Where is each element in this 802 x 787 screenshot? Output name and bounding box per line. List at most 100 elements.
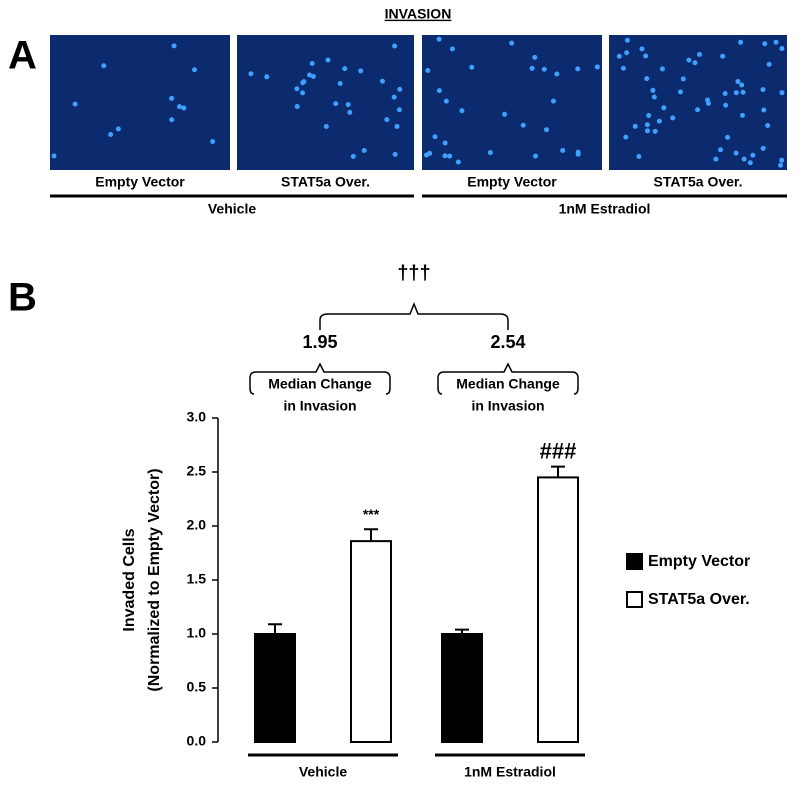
cell-dot [171,43,177,49]
image-label: STAT5a Over. [281,174,370,190]
panel-label: B [8,276,37,320]
cell-dot [442,153,448,159]
cell-dot [739,82,745,88]
cell-dot [384,117,390,123]
cell-dot [427,150,433,156]
micrograph [237,35,414,170]
cell-dot [181,105,187,111]
cell-dot [718,147,724,153]
legend-label: STAT5a Over. [648,591,750,608]
cell-dot [741,156,747,162]
cell-dot [779,157,785,163]
cell-dot [459,108,465,114]
cell-dot [487,150,493,156]
cell-dot [300,80,306,86]
cell-dot [520,122,526,128]
cell-dot [337,81,343,87]
cell-dot [210,139,216,145]
note-text: in Invasion [283,398,356,414]
cell-dot [397,86,403,92]
cell-dot [623,134,629,140]
cell-dot [575,151,581,157]
cell-dot [761,107,767,113]
median-value: 2.54 [490,332,525,352]
cell-dot [108,132,114,138]
cell-dot [661,105,667,111]
cell-dot [455,159,461,165]
cell-dot [747,160,753,166]
y-tick-label: 3.0 [187,409,207,425]
cell-dot [670,115,676,121]
micrograph [50,35,230,170]
cell-dot [176,104,182,110]
cell-dot [544,127,550,133]
note-text: in Invasion [471,398,544,414]
cell-dot [449,46,455,52]
cell-dot [541,66,547,72]
cell-dot [720,53,726,59]
image-label: Empty Vector [467,174,557,190]
cell-dot [550,98,556,104]
cell-dot [733,150,739,156]
cell-dot [646,113,652,119]
y-axis-label: Invaded Cells [121,528,138,631]
bar [254,633,296,743]
cell-dot [469,64,475,70]
cell-dot [442,140,448,146]
panel-label: A [8,34,37,78]
y-tick-label: 0.0 [187,733,207,749]
group-label: Vehicle [208,201,256,217]
cell-dot [358,68,364,74]
cell-dot [361,147,367,153]
y-tick-label: 1.5 [187,571,207,587]
legend-swatch [626,591,643,608]
cell-dot [394,123,400,129]
cell-dot [323,124,329,130]
cell-dot [342,66,348,72]
cell-dot [72,101,78,107]
legend-label: Empty Vector [648,553,750,570]
cell-dot [101,63,107,69]
cell-dot [766,61,772,67]
cell-dot [636,154,642,160]
cell-dot [656,118,662,124]
image-label: STAT5a Over. [654,174,743,190]
cell-dot [436,88,442,94]
cell-dot [300,90,306,96]
cell-dot [677,89,683,95]
cell-dot [643,53,649,59]
cell-dot [680,76,686,82]
cell-dot [750,152,756,158]
cell-dot [652,128,658,134]
cell-dot [310,73,316,79]
cell-dot [644,128,650,134]
cell-dot [264,74,270,80]
cell-dot [169,95,175,101]
cell-dot [594,64,600,70]
cell-dot [169,117,175,123]
cell-dot [616,53,622,59]
cell-dot [722,91,728,97]
error-bar [551,465,565,478]
group-label: 1nM Estradiol [559,201,651,217]
cell-dot [738,39,744,45]
cell-dot [560,147,566,153]
cell-dot [779,90,785,96]
cell-dot [115,126,121,132]
panel-title: INVASION [385,6,452,22]
cell-dot [436,36,442,42]
cell-dot [509,40,515,46]
cell-dot [644,76,650,82]
note-text: Median Change [456,376,560,392]
significance: *** [363,506,380,522]
cell-dot [696,52,702,58]
cell-dot [650,87,656,93]
cell-dot [392,43,398,49]
cell-dot [533,153,539,159]
cell-dot [705,97,711,103]
x-tick-label: Vehicle [299,764,347,780]
cell-dot [740,112,746,118]
bar [537,476,579,743]
error-bar [268,623,282,634]
